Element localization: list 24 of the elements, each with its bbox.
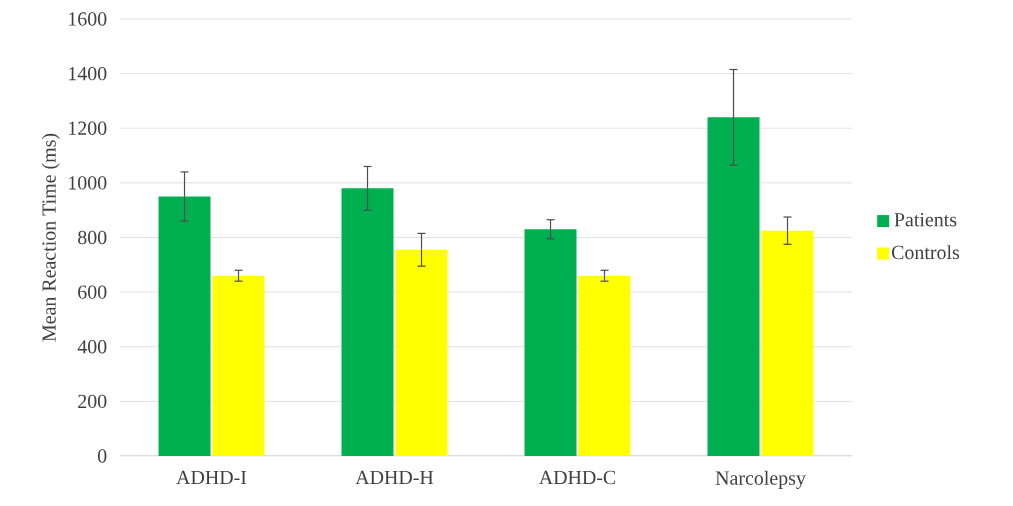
y-tick-label: 0 [97,449,107,463]
bar [707,117,760,456]
y-tick-label: 600 [78,285,107,299]
bar [395,249,448,456]
y-tick-label: 800 [78,230,107,245]
y-axis-title: Mean Reaction Time (ms) [41,133,60,342]
x-tick-label: ADHD-C [538,470,616,485]
bar [212,275,265,456]
bar [578,275,631,456]
x-tick-label: Narcolepsy [715,470,806,489]
bar [341,188,394,456]
y-tick-label: 1200 [69,121,107,135]
y-tick-label: 1000 [69,176,107,190]
bar [524,229,577,456]
x-tick-label: ADHD-H [355,470,434,485]
legend-label: Controls [891,245,960,260]
y-tick-label: 1400 [69,66,107,81]
y-tick-label: 200 [78,394,107,409]
legend-label: Patients [894,213,957,227]
bar [761,230,814,456]
bar [158,196,211,456]
x-tick-label: ADHD-I [176,470,247,485]
y-tick-label: 400 [77,340,107,354]
y-tick-label: 1600 [69,12,107,26]
